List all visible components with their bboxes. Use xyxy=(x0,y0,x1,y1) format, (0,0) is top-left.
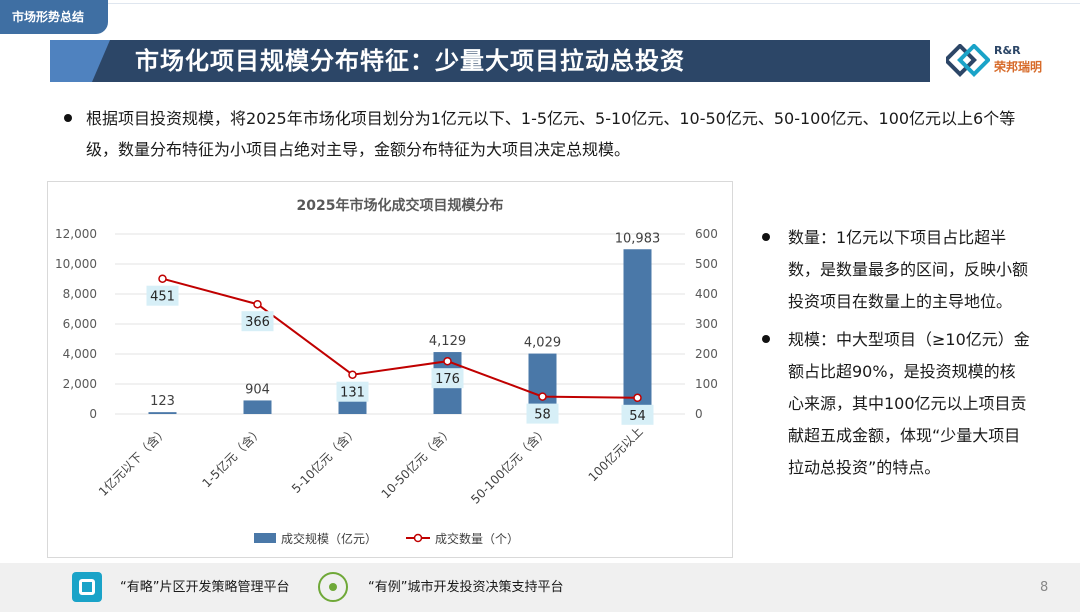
title-band xyxy=(50,40,930,82)
y-right-tick-label: 500 xyxy=(695,257,718,271)
x-category-label: 1亿元以下（含） xyxy=(95,424,170,499)
bar-data-label: 904 xyxy=(245,382,270,397)
line-data-label: 131 xyxy=(340,386,365,401)
top-divider xyxy=(0,3,1080,4)
bar xyxy=(148,412,177,414)
line-label-box xyxy=(336,381,369,402)
right-summary: 数量：1亿元以下项目占比超半数，是数量最多的区间，反映小额投资项目在数量上的主导… xyxy=(762,222,1030,484)
footer-platform-2[interactable]: “有例”城市开发投资决策支持平台 xyxy=(368,580,564,595)
x-category-label: 10-50亿元（含） xyxy=(378,424,456,502)
line-point xyxy=(348,370,357,379)
bar-data-label: 4,029 xyxy=(524,336,561,351)
combo-chart: 2025年市场化成交项目规模分布 0 2,000 4,000 6,000 8,000 10,… xyxy=(55,197,718,546)
line-data-label: 54 xyxy=(629,409,646,424)
bar xyxy=(338,400,367,414)
intro-bullet xyxy=(64,114,72,122)
page-title: 市场化项目规模分布特征：少量大项目拉动总投资 xyxy=(135,47,685,75)
intro-paragraph: 根据项目投资规模，将2025年市场化项目划分为1亿元以下、1-5亿元、5-10亿… xyxy=(62,103,1047,165)
x-category-label: 1-5亿元（含） xyxy=(199,424,266,491)
summary-point-quantity: 数量：1亿元以下项目占比超半数，是数量最多的区间，反映小额投资项目在数量上的主导… xyxy=(762,222,1030,318)
bar-data-label: 10,983 xyxy=(615,231,661,246)
logo-name: 荣邦瑞明 xyxy=(994,60,1043,74)
line-label-box xyxy=(621,404,654,425)
line-label-box xyxy=(241,311,274,332)
footer-platform-1[interactable]: “有略”片区开发策略管理平台 xyxy=(120,580,290,595)
y-right-tick-label: 100 xyxy=(695,377,718,391)
y-right-tick-label: 600 xyxy=(695,227,718,241)
line-data-label: 366 xyxy=(245,315,270,330)
y-left-tick-label: 0 xyxy=(89,407,97,421)
bullet-dot xyxy=(762,335,770,343)
chart-container: 2025年市场化成交项目规模分布 0 2,000 4,000 6,000 8,000 10,… xyxy=(47,181,733,558)
bar xyxy=(623,249,652,414)
bar xyxy=(243,400,272,414)
line-label-box xyxy=(526,403,559,424)
line-label-box xyxy=(146,285,179,306)
logo-rr: R&R xyxy=(994,44,1021,57)
x-category-label: 100亿元以上 xyxy=(585,424,646,485)
x-category-label: 5-10亿元（含） xyxy=(288,424,360,496)
line-label-box xyxy=(431,368,464,389)
count-line xyxy=(162,277,638,399)
line-point xyxy=(443,356,452,366)
legend-bar-swatch xyxy=(254,533,276,543)
y-right-tick-label: 0 xyxy=(695,407,703,421)
page-number: 8 xyxy=(1040,580,1049,595)
logo-icon xyxy=(943,43,991,77)
bar-data-label: 4,129 xyxy=(429,334,466,349)
x-category-label: 50-100亿元（含） xyxy=(468,424,551,507)
legend-bar-label: 成交规模（亿元） xyxy=(281,531,377,546)
section-tag: 市场形势总结 xyxy=(0,0,108,34)
bar-data-label: 123 xyxy=(150,394,175,409)
y-right-tick-label: 300 xyxy=(695,317,718,331)
line-data-label: 176 xyxy=(435,372,460,387)
summary-text-scale: 规模：中大型项目（≥10亿元）金额占比超90%，是投资规模的核心来源，其中100… xyxy=(788,330,1030,477)
line-point xyxy=(253,299,262,309)
legend-line-label: 成交数量（个） xyxy=(435,531,519,546)
line-point xyxy=(633,393,642,403)
company-logo: R&R 荣邦瑞明 xyxy=(943,43,1056,78)
y-left-tick-label: 6,000 xyxy=(63,317,97,331)
intro-text: 根据项目投资规模，将2025年市场化项目划分为1亿元以下、1-5亿元、5-10亿… xyxy=(86,109,1016,159)
y-left-tick-label: 4,000 xyxy=(63,347,97,361)
y-right-tick-label: 200 xyxy=(695,347,718,361)
line-data-label: 451 xyxy=(150,290,175,305)
y-right-tick-label: 400 xyxy=(695,287,718,301)
summary-point-scale: 规模：中大型项目（≥10亿元）金额占比超90%，是投资规模的核心来源，其中100… xyxy=(762,324,1030,484)
footer-bar: “有略”片区开发策略管理平台 “有例”城市开发投资决策支持平台 8 xyxy=(0,563,1080,612)
chart-title: 2025年市场化成交项目规模分布 xyxy=(297,197,504,214)
y-left-tick-label: 8,000 xyxy=(63,287,97,301)
y-left-tick-label: 10,000 xyxy=(55,257,97,271)
strategy-platform-icon xyxy=(72,572,102,602)
line-point xyxy=(538,392,547,401)
y-left-tick-label: 12,000 xyxy=(55,227,97,241)
investment-platform-icon xyxy=(318,572,348,602)
line-data-label: 58 xyxy=(534,408,551,423)
legend-line-marker xyxy=(413,533,423,543)
line-point xyxy=(158,274,167,283)
bullet-dot xyxy=(762,233,770,241)
summary-text-quantity: 数量：1亿元以下项目占比超半数，是数量最多的区间，反映小额投资项目在数量上的主导… xyxy=(788,228,1029,311)
y-left-tick-label: 2,000 xyxy=(63,377,97,391)
